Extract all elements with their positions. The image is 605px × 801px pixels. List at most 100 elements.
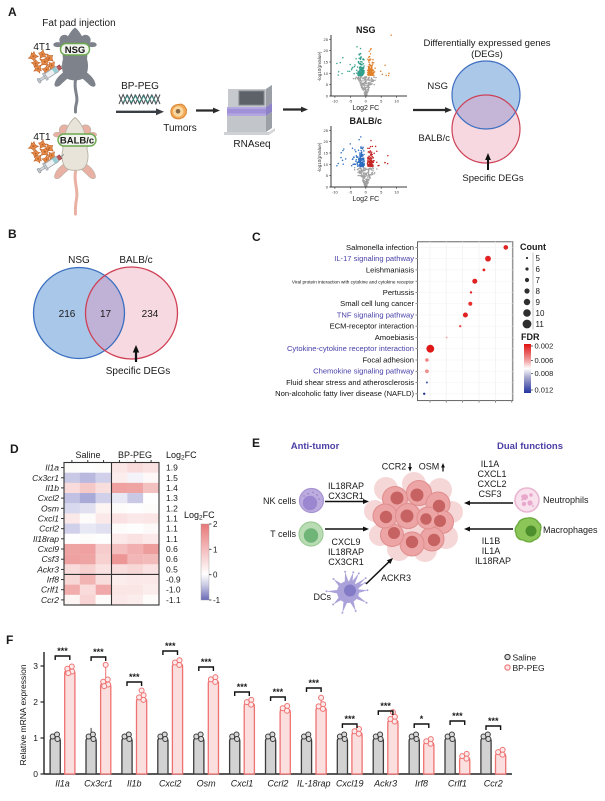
svg-text:Cxcl19: Cxcl19 bbox=[336, 779, 364, 789]
svg-text:6: 6 bbox=[536, 265, 541, 274]
svg-text:-5: -5 bbox=[349, 190, 353, 195]
svg-text:216: 216 bbox=[59, 309, 76, 320]
svg-text:Log2FC: Log2FC bbox=[184, 510, 215, 522]
svg-text:0.008: 0.008 bbox=[535, 369, 554, 378]
svg-text:1.1: 1.1 bbox=[166, 534, 178, 544]
svg-text:IL18RAP: IL18RAP bbox=[328, 547, 364, 557]
svg-text:Log2 FC: Log2 FC bbox=[352, 105, 379, 112]
svg-text:0.012: 0.012 bbox=[535, 386, 554, 395]
svg-text:NSG: NSG bbox=[427, 81, 448, 92]
svg-text:Viral protein interaction with: Viral protein interaction with cytokine … bbox=[292, 280, 415, 285]
svg-text:Salmonella infection: Salmonella infection bbox=[346, 243, 414, 252]
svg-text:Pertussis: Pertussis bbox=[383, 288, 414, 297]
svg-text:Cxcl2: Cxcl2 bbox=[38, 493, 60, 503]
svg-text:11: 11 bbox=[536, 320, 545, 329]
svg-text:C: C bbox=[252, 230, 261, 244]
svg-text:B: B bbox=[8, 227, 17, 241]
svg-text:Csf3: Csf3 bbox=[42, 554, 60, 564]
svg-text:DCs: DCs bbox=[314, 592, 332, 602]
svg-text:CXCL1: CXCL1 bbox=[477, 469, 506, 479]
svg-text:8: 8 bbox=[536, 287, 541, 296]
svg-text:10: 10 bbox=[394, 190, 399, 195]
svg-text:Cx3cr1: Cx3cr1 bbox=[84, 779, 113, 789]
svg-text:-1.1: -1.1 bbox=[166, 595, 181, 605]
svg-text:-log10(pValue): -log10(pValue) bbox=[317, 51, 322, 81]
svg-text:NK cells: NK cells bbox=[263, 496, 297, 506]
svg-text:CX3CR1: CX3CR1 bbox=[328, 491, 364, 501]
svg-text:Amoebiasis: Amoebiasis bbox=[375, 333, 414, 342]
svg-text:BALB/c: BALB/c bbox=[418, 133, 450, 144]
svg-text:***: *** bbox=[452, 711, 463, 721]
svg-text:-10: -10 bbox=[332, 99, 339, 104]
svg-text:Dual functions: Dual functions bbox=[497, 441, 563, 452]
svg-text:5: 5 bbox=[380, 190, 383, 195]
svg-text:25: 25 bbox=[324, 128, 329, 133]
svg-text:1.3: 1.3 bbox=[166, 493, 178, 503]
svg-text:CX3CR1: CX3CR1 bbox=[328, 557, 364, 567]
svg-text:***: *** bbox=[344, 714, 355, 724]
svg-text:Crlf1: Crlf1 bbox=[448, 779, 467, 789]
svg-text:Chemokine signaling pathway: Chemokine signaling pathway bbox=[313, 367, 414, 376]
svg-text:25: 25 bbox=[324, 37, 329, 42]
svg-text:Anti-tumor: Anti-tumor bbox=[291, 441, 340, 452]
svg-text:ACKR3: ACKR3 bbox=[381, 573, 411, 583]
svg-text:***: *** bbox=[57, 646, 68, 656]
svg-text:Osm: Osm bbox=[197, 779, 217, 789]
svg-text:1: 1 bbox=[213, 545, 218, 554]
svg-text:5: 5 bbox=[326, 173, 329, 178]
svg-text:TNF signaling pathway: TNF signaling pathway bbox=[337, 310, 414, 319]
svg-text:-5: -5 bbox=[349, 99, 353, 104]
svg-text:Focal adhesion: Focal adhesion bbox=[362, 355, 414, 364]
svg-text:IL1A: IL1A bbox=[481, 459, 500, 469]
svg-text:CXCL9: CXCL9 bbox=[331, 537, 360, 547]
svg-text:9: 9 bbox=[536, 298, 541, 307]
svg-text:Il1b: Il1b bbox=[45, 483, 59, 493]
svg-text:Tumors: Tumors bbox=[163, 123, 197, 134]
svg-text:IL-18rap: IL-18rap bbox=[297, 779, 331, 789]
svg-text:OSM: OSM bbox=[419, 462, 440, 472]
svg-text:Log2 FC: Log2 FC bbox=[352, 196, 379, 203]
svg-text:***: *** bbox=[201, 657, 212, 667]
svg-text:Leishmaniasis: Leishmaniasis bbox=[366, 265, 414, 274]
svg-text:Log2FC: Log2FC bbox=[166, 450, 197, 462]
svg-text:FDR: FDR bbox=[521, 332, 540, 342]
svg-text:IL1B: IL1B bbox=[482, 536, 501, 546]
svg-text:NSG: NSG bbox=[68, 255, 90, 266]
svg-text:IL18RAP: IL18RAP bbox=[475, 556, 511, 566]
svg-text:***: *** bbox=[309, 678, 320, 688]
svg-text:CSF3: CSF3 bbox=[478, 489, 501, 499]
svg-text:***: *** bbox=[273, 687, 284, 697]
svg-text:BP-PEG: BP-PEG bbox=[121, 81, 159, 92]
svg-text:Ccrl2: Ccrl2 bbox=[267, 779, 288, 789]
svg-text:BALB/c: BALB/c bbox=[350, 116, 383, 126]
svg-text:1.5: 1.5 bbox=[166, 473, 178, 483]
svg-text:F: F bbox=[6, 633, 13, 647]
svg-text:Il1b: Il1b bbox=[127, 779, 142, 789]
svg-text:Ackr3: Ackr3 bbox=[36, 564, 59, 574]
svg-text:Il18rap: Il18rap bbox=[33, 534, 59, 544]
svg-text:***: *** bbox=[380, 701, 391, 711]
svg-text:0: 0 bbox=[365, 99, 368, 104]
svg-text:15: 15 bbox=[324, 151, 329, 156]
svg-text:Cytokine-cytokine receptor int: Cytokine-cytokine receptor interaction bbox=[287, 344, 414, 353]
svg-text:Ackr3: Ackr3 bbox=[373, 779, 397, 789]
svg-text:CXCL2: CXCL2 bbox=[477, 479, 506, 489]
svg-text:0.002: 0.002 bbox=[535, 342, 554, 351]
svg-text:0.5: 0.5 bbox=[166, 564, 178, 574]
svg-text:Cx3cr1: Cx3cr1 bbox=[32, 473, 59, 483]
svg-text:BALB/c: BALB/c bbox=[60, 136, 94, 147]
svg-text:ECM-receptor interaction: ECM-receptor interaction bbox=[330, 322, 414, 331]
svg-text:4T1: 4T1 bbox=[33, 42, 51, 53]
svg-text:10: 10 bbox=[394, 99, 399, 104]
svg-text:0.6: 0.6 bbox=[166, 544, 178, 554]
svg-text:Irf8: Irf8 bbox=[415, 779, 428, 789]
svg-text:1.9: 1.9 bbox=[166, 463, 178, 473]
svg-text:20: 20 bbox=[324, 139, 329, 144]
svg-text:NSG: NSG bbox=[65, 45, 86, 56]
svg-text:CCR2: CCR2 bbox=[382, 462, 407, 472]
svg-text:Ccr2: Ccr2 bbox=[484, 779, 503, 789]
svg-text:***: *** bbox=[488, 716, 499, 726]
svg-text:-0.9: -0.9 bbox=[166, 575, 181, 585]
svg-text:Specific DEGs: Specific DEGs bbox=[462, 173, 523, 184]
svg-text:Fluid shear stress and atheros: Fluid shear stress and atherosclerosis bbox=[286, 378, 414, 387]
